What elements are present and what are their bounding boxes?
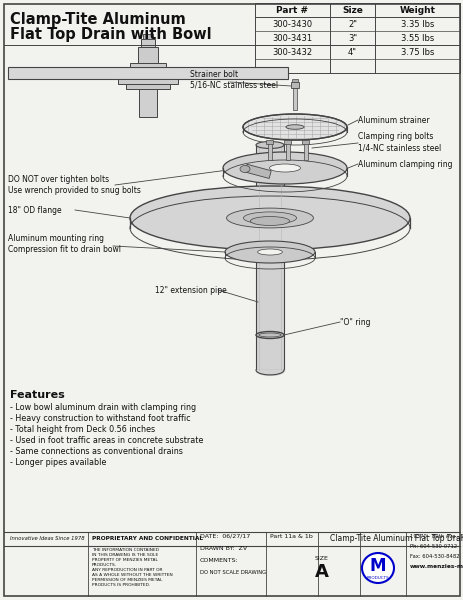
Ellipse shape xyxy=(269,164,300,172)
Text: 3.35 lbs: 3.35 lbs xyxy=(400,20,433,29)
Text: - Total height from Deck 0.56 inches: - Total height from Deck 0.56 inches xyxy=(10,425,155,434)
Ellipse shape xyxy=(243,114,346,140)
Ellipse shape xyxy=(257,249,282,255)
Text: 3": 3" xyxy=(347,34,357,43)
Text: Aluminum clamping ring: Aluminum clamping ring xyxy=(357,160,451,169)
Text: Ph: 604-530-0712: Ph: 604-530-0712 xyxy=(409,544,456,549)
Text: 12" extension pipe: 12" extension pipe xyxy=(155,286,226,295)
Text: DO NOT over tighten bolts
Use wrench provided to snug bolts: DO NOT over tighten bolts Use wrench pro… xyxy=(8,175,141,195)
Text: PROPRIETARY AND CONFIDENTIAL: PROPRIETARY AND CONFIDENTIAL xyxy=(92,536,203,541)
Text: 300-3430: 300-3430 xyxy=(272,20,312,29)
Text: Flat Top Drain with Bowl: Flat Top Drain with Bowl xyxy=(10,27,211,42)
Ellipse shape xyxy=(243,212,296,224)
Text: Clamp-Tite Aluminum Flat Top Drain with Bowl: Clamp-Tite Aluminum Flat Top Drain with … xyxy=(329,534,463,543)
Text: 300-3432: 300-3432 xyxy=(272,47,312,56)
Ellipse shape xyxy=(226,208,313,228)
Text: M: M xyxy=(369,557,385,575)
Text: 3.75 lbs: 3.75 lbs xyxy=(400,47,433,56)
Bar xyxy=(292,88,296,110)
Text: 4": 4" xyxy=(347,47,356,56)
Text: THE INFORMATION CONTAINED
IN THIS DRAWING IS THE SOLE
PROPERTY OF MENZIES METAL
: THE INFORMATION CONTAINED IN THIS DRAWIN… xyxy=(92,548,172,587)
Bar xyxy=(266,140,273,144)
Text: Aluminum strainer: Aluminum strainer xyxy=(357,116,429,125)
Text: Part 11a & 1b: Part 11a & 1b xyxy=(269,534,312,539)
Text: www.menzies-metal.com: www.menzies-metal.com xyxy=(409,564,463,569)
Text: 19370 - 80th Ave., Surrey, BC  V3S 3M2: 19370 - 80th Ave., Surrey, BC V3S 3M2 xyxy=(409,534,463,539)
Text: Features: Features xyxy=(10,390,65,400)
Text: Innovative Ideas Since 1978: Innovative Ideas Since 1978 xyxy=(10,536,84,541)
Bar xyxy=(130,63,166,67)
Text: Clamping ring bolts
1/4-NC stainless steel: Clamping ring bolts 1/4-NC stainless ste… xyxy=(357,132,440,152)
Text: Size: Size xyxy=(341,5,362,14)
Bar xyxy=(143,34,153,39)
Bar xyxy=(138,47,158,63)
Ellipse shape xyxy=(258,333,281,337)
Text: DRAWN BY:  ZV: DRAWN BY: ZV xyxy=(200,546,247,551)
Text: - Same connections as conventional drains: - Same connections as conventional drain… xyxy=(10,447,182,456)
Text: DO NOT SCALE DRAWING: DO NOT SCALE DRAWING xyxy=(200,570,266,575)
Text: 2": 2" xyxy=(347,20,356,29)
Text: Weight: Weight xyxy=(399,5,435,14)
Text: 18" OD flange: 18" OD flange xyxy=(8,205,62,215)
Text: 300-3431: 300-3431 xyxy=(272,34,312,43)
Text: Aluminum mounting ring
Compression fit to drain bowl: Aluminum mounting ring Compression fit t… xyxy=(8,234,121,254)
Text: - Used in foot traffic areas in concrete substrate: - Used in foot traffic areas in concrete… xyxy=(10,436,203,445)
Bar xyxy=(255,3,459,73)
Ellipse shape xyxy=(223,152,346,184)
Ellipse shape xyxy=(225,241,314,263)
Bar xyxy=(139,89,156,117)
Ellipse shape xyxy=(250,217,289,226)
Bar xyxy=(268,142,271,160)
Bar xyxy=(291,79,297,82)
Text: Clamp-Tite Aluminum: Clamp-Tite Aluminum xyxy=(10,12,185,27)
Bar xyxy=(284,140,291,144)
Bar xyxy=(141,39,155,47)
Text: - Low bowl aluminum drain with clamping ring: - Low bowl aluminum drain with clamping … xyxy=(10,403,196,412)
Ellipse shape xyxy=(256,142,283,149)
Text: A: A xyxy=(314,563,328,581)
Text: - Heavy construction to withstand foot traffic: - Heavy construction to withstand foot t… xyxy=(10,414,190,423)
Bar xyxy=(302,140,309,144)
Ellipse shape xyxy=(285,125,303,129)
Bar xyxy=(8,67,288,79)
Text: Strainer bolt
5/16-NC stainless steel: Strainer bolt 5/16-NC stainless steel xyxy=(189,70,277,90)
Ellipse shape xyxy=(130,186,409,250)
Text: "O" ring: "O" ring xyxy=(339,317,369,326)
Ellipse shape xyxy=(239,166,250,173)
Text: Fax: 604-530-8482: Fax: 604-530-8482 xyxy=(409,554,459,559)
Bar xyxy=(290,82,298,88)
Text: PRODUCTS: PRODUCTS xyxy=(366,576,388,580)
Text: SIZE: SIZE xyxy=(314,556,328,560)
Ellipse shape xyxy=(361,553,393,583)
Text: COMMENTS:: COMMENTS: xyxy=(200,558,238,563)
Bar xyxy=(244,164,271,178)
Bar xyxy=(256,145,283,370)
Bar xyxy=(285,142,289,160)
Bar xyxy=(303,142,307,160)
Text: 3.55 lbs: 3.55 lbs xyxy=(400,34,433,43)
Text: - Longer pipes available: - Longer pipes available xyxy=(10,458,106,467)
Text: Part #: Part # xyxy=(276,5,308,14)
Bar xyxy=(126,84,169,89)
Bar xyxy=(118,79,178,84)
Text: DATE:  06/27/17: DATE: 06/27/17 xyxy=(200,534,250,539)
